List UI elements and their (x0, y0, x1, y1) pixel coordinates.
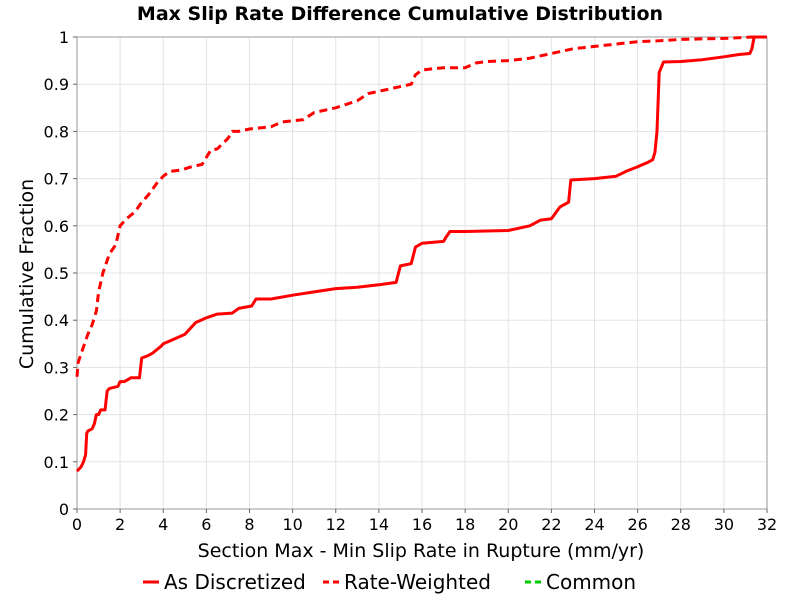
y-axis-ticks: 0 0.1 0.2 0.3 0.4 0.5 0.6 0.7 0.8 0.9 1 (44, 28, 77, 519)
x-tick-label: 18 (455, 515, 475, 534)
y-tick-label: 0.5 (44, 264, 69, 283)
series-line-1 (75, 35, 767, 473)
x-tick-label: 12 (326, 515, 346, 534)
x-tick-label: 32 (757, 515, 777, 534)
x-tick-label: 2 (115, 515, 125, 534)
grid (76, 36, 768, 510)
legend-label-1: As Discretized (164, 570, 306, 594)
x-tick-label: 10 (282, 515, 302, 534)
x-tick-label: 30 (714, 515, 734, 534)
legend-label-2: Rate-Weighted (344, 570, 491, 594)
y-tick-label: 0.6 (44, 217, 69, 236)
y-tick-label: 0.9 (44, 75, 69, 94)
y-tick-label: 0.1 (44, 453, 69, 472)
y-tick-label: 0.4 (44, 311, 69, 330)
legend: As Discretized Rate-Weighted Common (143, 570, 636, 594)
x-tick-label: 26 (627, 515, 647, 534)
x-tick-label: 24 (584, 515, 604, 534)
x-tick-label: 28 (671, 515, 691, 534)
series-layer (75, 35, 767, 473)
x-tick-label: 22 (541, 515, 561, 534)
y-tick-label: 0 (59, 500, 69, 519)
x-tick-label: 8 (244, 515, 254, 534)
x-tick-label: 4 (158, 515, 168, 534)
x-tick-label: 0 (72, 515, 82, 534)
chart-title: Max Slip Rate Difference Cumulative Dist… (137, 3, 663, 25)
y-tick-label: 0.2 (44, 406, 69, 425)
x-tick-label: 14 (369, 515, 389, 534)
x-tick-label: 16 (412, 515, 432, 534)
x-tick-label: 6 (201, 515, 211, 534)
y-tick-label: 1 (59, 28, 69, 47)
legend-label-3: Common (546, 570, 636, 594)
y-tick-label: 0.3 (44, 358, 69, 377)
series-line-2 (75, 35, 767, 377)
y-tick-label: 0.7 (44, 170, 69, 189)
y-axis-label: Cumulative Fraction (16, 179, 38, 369)
x-tick-label: 20 (498, 515, 518, 534)
x-axis-ticks: 0 2 4 6 8 10 12 14 16 18 20 22 24 26 28 30 32 (72, 509, 777, 534)
y-tick-label: 0.8 (44, 122, 69, 141)
x-axis-label: Section Max - Min Slip Rate in Rupture (… (198, 540, 645, 562)
